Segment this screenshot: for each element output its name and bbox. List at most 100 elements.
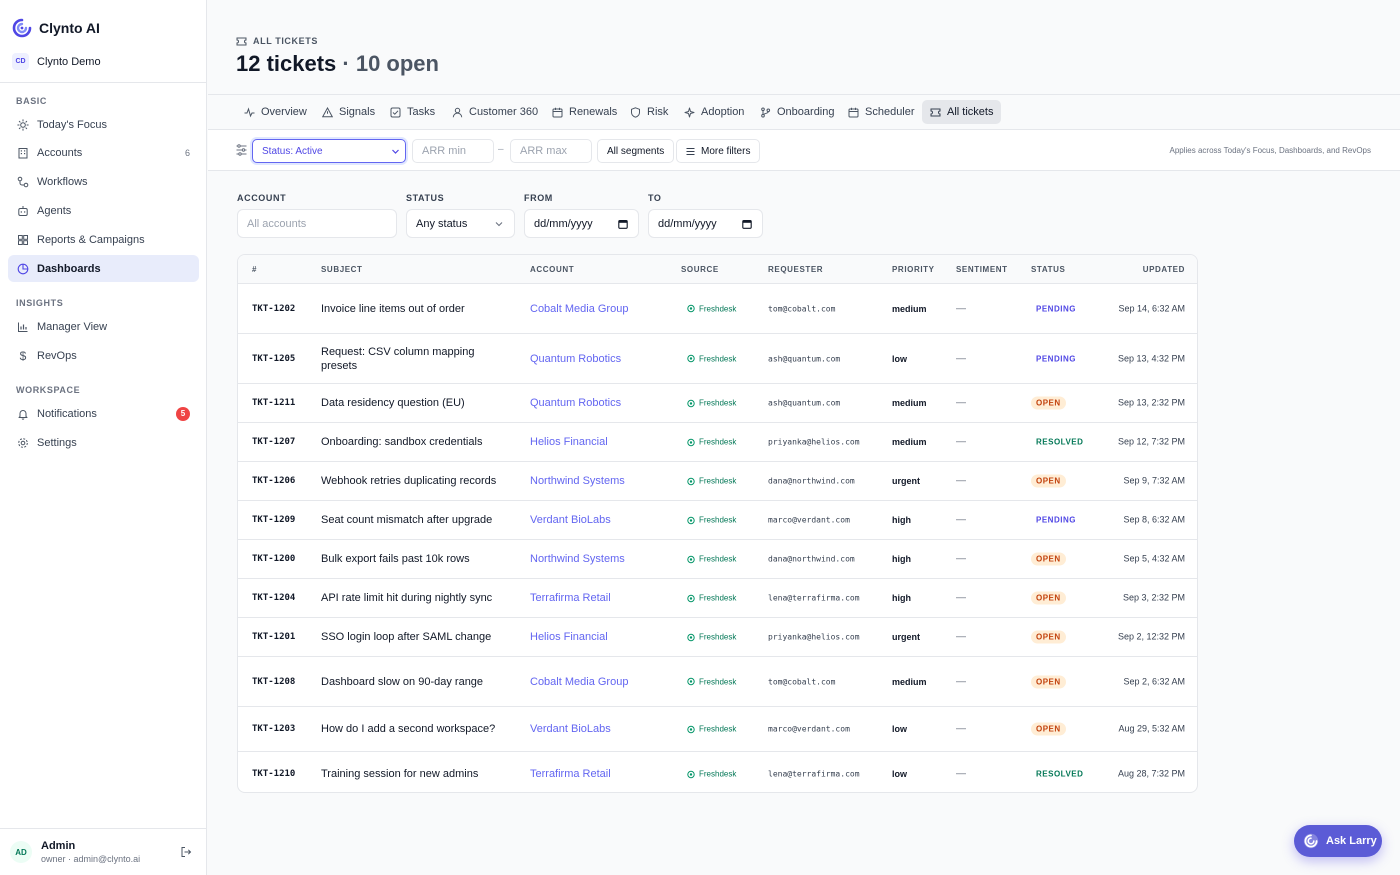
ticket-subject[interactable]: SSO login loop after SAML change [321, 631, 492, 643]
ticket-id[interactable]: TKT-1211 [252, 398, 296, 408]
column-header-requester[interactable]: REQUESTER [768, 265, 824, 274]
ticket-subject[interactable]: Dashboard slow on 90-day range [321, 675, 484, 688]
table-row[interactable]: TKT-1206 Webhook retries duplicating reco… [238, 462, 1197, 501]
ticket-subject[interactable]: Webhook retries duplicating records [321, 475, 497, 487]
ticket-account-link[interactable]: Cobalt Media Group [530, 675, 629, 688]
sidebar-item-revops[interactable]: $ RevOps [8, 342, 199, 369]
logout-icon[interactable] [180, 846, 192, 858]
tab-overview[interactable]: Overview [236, 100, 315, 124]
table-row[interactable]: TKT-1211 Data residency question (EU) Quan… [238, 384, 1197, 423]
sidebar: Clynto AI CD Clynto Demo BASIC Today's F… [0, 0, 207, 875]
ticket-id[interactable]: TKT-1202 [252, 303, 296, 314]
ticket-account-link[interactable]: Terrafirma Retail [530, 768, 611, 780]
column-header-sentiment[interactable]: SENTIMENT [956, 265, 1008, 274]
ticket-account-link[interactable]: Terrafirma Retail [530, 592, 611, 604]
table-row[interactable]: TKT-1200 Bulk export fails past 10k rows N… [238, 540, 1197, 579]
tab-customer-360[interactable]: Customer 360 [444, 100, 546, 124]
workspace-switcher[interactable]: CD Clynto Demo [12, 53, 101, 70]
column-header-id[interactable]: # [252, 265, 258, 274]
sidebar-item-dashboards[interactable]: Dashboards [8, 255, 199, 282]
ticket-subject[interactable]: Onboarding: sandbox credentials [321, 436, 483, 448]
tab-renewals[interactable]: Renewals [544, 100, 625, 124]
sidebar-item-accounts[interactable]: Accounts 6 [8, 139, 199, 166]
ticket-id[interactable]: TKT-1200 [252, 554, 296, 564]
ticket-priority: urgent [892, 632, 920, 642]
tab-adoption[interactable]: Adoption [676, 100, 752, 124]
ticket-subject[interactable]: How do I add a second workspace? [321, 723, 496, 735]
ticket-account-link[interactable]: Helios Financial [530, 436, 608, 448]
tab-signals[interactable]: Signals [314, 100, 383, 124]
arr-min-input[interactable]: ARR min [412, 139, 494, 163]
account-filter-input[interactable]: All accounts [237, 209, 397, 238]
tab-all-tickets[interactable]: All tickets [922, 100, 1002, 124]
ticket-subject[interactable]: Seat count mismatch after upgrade [321, 514, 493, 526]
ticket-account-link[interactable]: Cobalt Media Group [530, 302, 629, 315]
ticket-id[interactable]: TKT-1201 [252, 632, 296, 642]
tab-scheduler[interactable]: Scheduler [840, 100, 923, 124]
status-filter-select[interactable]: Status: Active [252, 139, 406, 163]
table-row[interactable]: TKT-1208 Dashboard slow on 90-day range Co… [238, 657, 1197, 707]
ticket-id[interactable]: TKT-1204 [252, 593, 296, 603]
ticket-account-link[interactable]: Verdant BioLabs [530, 723, 611, 735]
table-row[interactable]: TKT-1204 API rate limit hit during nightl… [238, 579, 1197, 618]
ticket-id[interactable]: TKT-1206 [252, 476, 296, 486]
calendar-icon[interactable] [742, 219, 752, 229]
gear-icon [17, 437, 29, 449]
ticket-id[interactable]: TKT-1205 [252, 353, 296, 364]
sidebar-item-settings[interactable]: Settings [8, 429, 199, 456]
column-header-source[interactable]: SOURCE [681, 265, 719, 274]
ticket-account-link[interactable]: Northwind Systems [530, 475, 625, 487]
column-header-status[interactable]: STATUS [1031, 265, 1066, 274]
all-segments-button[interactable]: All segments [597, 139, 675, 163]
ticket-id[interactable]: TKT-1209 [252, 515, 296, 525]
ticket-account-link[interactable]: Helios Financial [530, 631, 608, 643]
sidebar-item-manager-view[interactable]: Manager View [8, 313, 199, 340]
freshdesk-icon [687, 354, 695, 363]
column-header-updated[interactable]: UPDATED [1142, 265, 1185, 274]
table-row[interactable]: TKT-1210 Training session for new admins T… [238, 752, 1197, 792]
ticket-subject[interactable]: API rate limit hit during nightly sync [321, 592, 493, 604]
ticket-account-link[interactable]: Quantum Robotics [530, 352, 622, 365]
calendar-icon[interactable] [618, 219, 628, 229]
ticket-subject[interactable]: Bulk export fails past 10k rows [321, 553, 470, 565]
ticket-id[interactable]: TKT-1203 [252, 724, 296, 734]
table-row[interactable]: TKT-1207 Onboarding: sandbox credentials H… [238, 423, 1197, 462]
ticket-subject[interactable]: Data residency question (EU) [321, 397, 465, 409]
tab-tasks[interactable]: Tasks [382, 100, 443, 124]
to-date-input[interactable]: dd/mm/yyyy [648, 209, 763, 238]
tab-risk[interactable]: Risk [622, 100, 676, 124]
ticket-account-link[interactable]: Quantum Robotics [530, 397, 622, 409]
column-header-priority[interactable]: PRIORITY [892, 265, 935, 274]
arr-max-input[interactable]: ARR max [510, 139, 592, 163]
ticket-subject[interactable]: Request: CSV column mapping presets [321, 345, 475, 372]
table-row[interactable]: TKT-1203 How do I add a second workspace?… [238, 707, 1197, 752]
from-date-input[interactable]: dd/mm/yyyy [524, 209, 639, 238]
ticket-source-label: Freshdesk [699, 593, 737, 603]
table-row[interactable]: TKT-1205 Request: CSV column mapping pres… [238, 334, 1197, 384]
ticket-id[interactable]: TKT-1208 [252, 676, 296, 687]
table-row[interactable]: TKT-1201 SSO login loop after SAML change… [238, 618, 1197, 657]
tab-onboarding[interactable]: Onboarding [752, 100, 843, 124]
sidebar-item-reports[interactable]: Reports & Campaigns [8, 226, 199, 253]
ticket-id[interactable]: TKT-1210 [252, 769, 296, 779]
ticket-account-link[interactable]: Northwind Systems [530, 553, 625, 565]
table-row[interactable]: TKT-1209 Seat count mismatch after upgrad… [238, 501, 1197, 540]
column-header-account[interactable]: ACCOUNT [530, 265, 575, 274]
sidebar-item-todays-focus[interactable]: Today's Focus [8, 111, 199, 138]
ticket-subject[interactable]: Invoice line items out of order [321, 302, 465, 315]
ticket-id[interactable]: TKT-1207 [252, 437, 296, 447]
ask-larry-button[interactable]: Ask Larry [1294, 825, 1382, 857]
column-header-subject[interactable]: SUBJECT [321, 265, 363, 274]
brand[interactable]: Clynto AI [12, 18, 100, 38]
ticket-subject[interactable]: Training session for new admins [321, 768, 479, 780]
ticket-account-link[interactable]: Verdant BioLabs [530, 514, 611, 526]
sidebar-item-workflows[interactable]: Workflows [8, 168, 199, 195]
table-row[interactable]: TKT-1202 Invoice line items out of order C… [238, 284, 1197, 334]
sidebar-item-notifications[interactable]: Notifications 5 [8, 400, 199, 427]
status-select[interactable]: Any status [406, 209, 515, 238]
sidebar-item-agents[interactable]: Agents [8, 197, 199, 224]
sliders-icon [236, 144, 247, 156]
range-dash: – [498, 144, 504, 155]
ticket-source-label: Freshdesk [699, 554, 737, 564]
more-filters-button[interactable]: More filters [676, 139, 761, 163]
